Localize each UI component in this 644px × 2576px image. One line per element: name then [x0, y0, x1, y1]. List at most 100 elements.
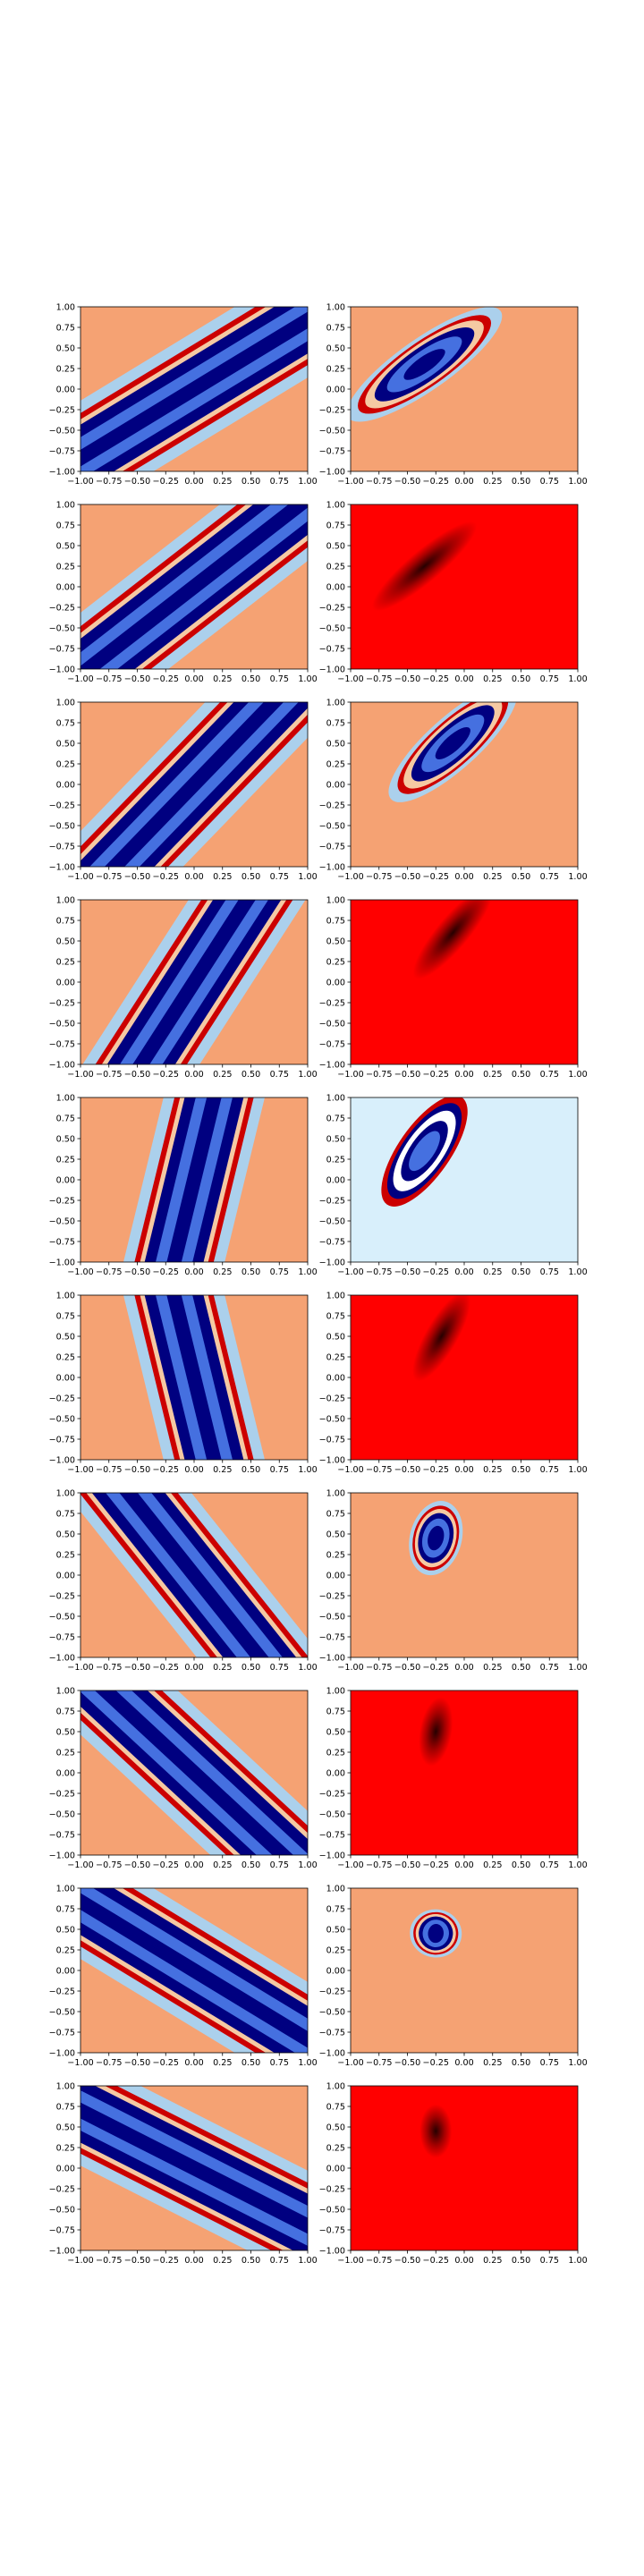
x-tick-label: −0.25 [153, 1663, 179, 1673]
x-tick-label: 0.50 [512, 1465, 530, 1475]
contour-band-6 [80, 1097, 308, 1262]
x-tick-label: −1.00 [67, 1070, 93, 1080]
x-tick-label: −0.25 [153, 1465, 179, 1475]
y-tick-label: −0.75 [49, 2028, 75, 2038]
chart-panel-r7-right: −1.00 −0.75 −0.50 −0.25 0.00 0.25 0.50 0.75 1.00… [319, 1488, 588, 1673]
y-tick-label: 0.50 [56, 936, 75, 946]
x-tick-label: −0.75 [96, 1465, 122, 1475]
y-tick-label: −0.50 [49, 821, 75, 831]
plot-area [351, 900, 578, 1064]
x-tick-label: 1.00 [298, 2058, 317, 2068]
x-tick-label: −0.75 [96, 1070, 122, 1080]
y-tick-label: 0.75 [326, 1114, 345, 1123]
y-tick-label: 0.00 [326, 1373, 345, 1383]
y-tick-label: 0.75 [326, 1904, 345, 1914]
x-tick-label: 1.00 [298, 1465, 317, 1475]
x-tick-label: −0.50 [124, 1070, 150, 1080]
y-tick-label: 0.75 [56, 2102, 75, 2112]
y-tick-label: 0.25 [326, 562, 345, 572]
x-tick-label: −0.75 [366, 872, 392, 882]
y-tick-label: 0.75 [56, 1509, 75, 1519]
plot-area [80, 1295, 308, 1460]
ridge-bands [80, 1295, 308, 1460]
y-tick-label: −0.75 [49, 1039, 75, 1049]
y-tick-label: 0.50 [326, 343, 345, 353]
y-tick-label: 0.50 [56, 1134, 75, 1144]
y-tick-label: 1.00 [56, 1488, 75, 1498]
x-tick-label: −0.75 [366, 1663, 392, 1673]
x-tick-label: 0.00 [454, 2058, 473, 2068]
contour-ellipse [410, 1909, 462, 1958]
y-tick-label: −1.00 [319, 1258, 345, 1267]
y-tick-label: 0.00 [56, 780, 75, 790]
contour-ellipse [409, 1501, 463, 1576]
y-tick-label: 0.00 [326, 1175, 345, 1185]
y-tick-label: 0.50 [56, 1530, 75, 1539]
x-tick-label: 0.25 [213, 872, 232, 882]
x-tick-label: −0.25 [423, 2058, 449, 2068]
x-tick-label: 0.25 [213, 477, 232, 487]
x-tick-label: −0.25 [423, 1663, 449, 1673]
x-tick-label: 0.25 [483, 1267, 502, 1277]
y-tick-label: 0.75 [326, 1707, 345, 1716]
x-tick-label: 0.50 [242, 477, 260, 487]
y-tick-label: 0.50 [56, 1727, 75, 1737]
x-tick-label: −0.25 [153, 1267, 179, 1277]
y-tick-label: 0.50 [326, 1134, 345, 1144]
x-tick-label: −0.50 [394, 872, 420, 882]
chart-panel-r6-left: −1.00 −0.75 −0.50 −0.25 0.00 0.25 0.50 0.75 1.00… [49, 1291, 318, 1475]
contour-ring-6 [435, 726, 470, 760]
y-tick-label: −1.00 [49, 1060, 75, 1070]
x-tick-label: 0.50 [512, 2058, 530, 2068]
x-tick-label: −0.75 [366, 1267, 392, 1277]
chart-panel-r1-left: −1.00 −0.75 −0.50 −0.25 0.00 0.25 0.50 0.75 1.00… [49, 302, 318, 487]
x-tick-label: 0.25 [483, 674, 502, 684]
plot-area [351, 307, 578, 471]
x-tick-label: 0.25 [483, 1860, 502, 1870]
plot-area [351, 1295, 578, 1460]
ridge-bands [80, 307, 308, 471]
y-tick-label: 1.00 [326, 1884, 345, 1894]
y-tick-label: 1.00 [326, 1093, 345, 1103]
x-tick-label: 0.25 [213, 674, 232, 684]
x-tick-label: −1.00 [67, 1465, 93, 1475]
y-tick-label: 1.00 [56, 1884, 75, 1894]
y-tick-label: −0.75 [319, 1435, 345, 1445]
y-tick-label: −1.00 [49, 1258, 75, 1267]
y-tick-label: 0.25 [56, 759, 75, 769]
y-tick-label: −1.00 [49, 665, 75, 674]
plot-area [80, 1097, 308, 1262]
y-tick-label: 0.75 [56, 1114, 75, 1123]
y-tick-label: 0.00 [326, 978, 345, 987]
y-tick-label: 0.75 [56, 916, 75, 926]
y-tick-label: 1.00 [326, 2081, 345, 2091]
y-tick-label: 0.25 [326, 957, 345, 967]
chart-panel-r4-right: −1.00 −0.75 −0.50 −0.25 0.00 0.25 0.50 0.75 1.00… [319, 895, 588, 1080]
y-tick-label: 1.00 [326, 500, 345, 510]
x-tick-label: −1.00 [337, 2256, 363, 2266]
y-tick-label: −1.00 [319, 862, 345, 872]
y-tick-label: −0.75 [319, 2028, 345, 2038]
y-tick-label: −0.25 [49, 1591, 75, 1601]
x-tick-label: 0.75 [540, 872, 559, 882]
density-peak [371, 521, 478, 612]
x-tick-label: −0.50 [124, 872, 150, 882]
y-tick-label: 0.75 [326, 916, 345, 926]
plot-area [351, 2086, 578, 2250]
y-tick-label: 0.00 [326, 780, 345, 790]
x-tick-label: 1.00 [298, 1860, 317, 1870]
y-tick-label: 0.50 [326, 739, 345, 749]
x-tick-label: 0.25 [213, 1465, 232, 1475]
contour-background [351, 1493, 578, 1657]
x-tick-label: 0.50 [242, 2256, 260, 2266]
y-tick-label: 0.50 [56, 541, 75, 551]
x-tick-label: 1.00 [298, 674, 317, 684]
y-tick-label: 0.00 [56, 2164, 75, 2174]
x-tick-label: −0.50 [124, 1267, 150, 1277]
y-tick-label: 1.00 [56, 1686, 75, 1696]
x-tick-label: −0.50 [394, 1860, 420, 1870]
y-tick-label: −0.75 [49, 1435, 75, 1445]
x-tick-label: −0.75 [96, 1267, 122, 1277]
y-tick-label: −1.00 [49, 2048, 75, 2058]
x-tick-label: 0.25 [213, 2058, 232, 2068]
